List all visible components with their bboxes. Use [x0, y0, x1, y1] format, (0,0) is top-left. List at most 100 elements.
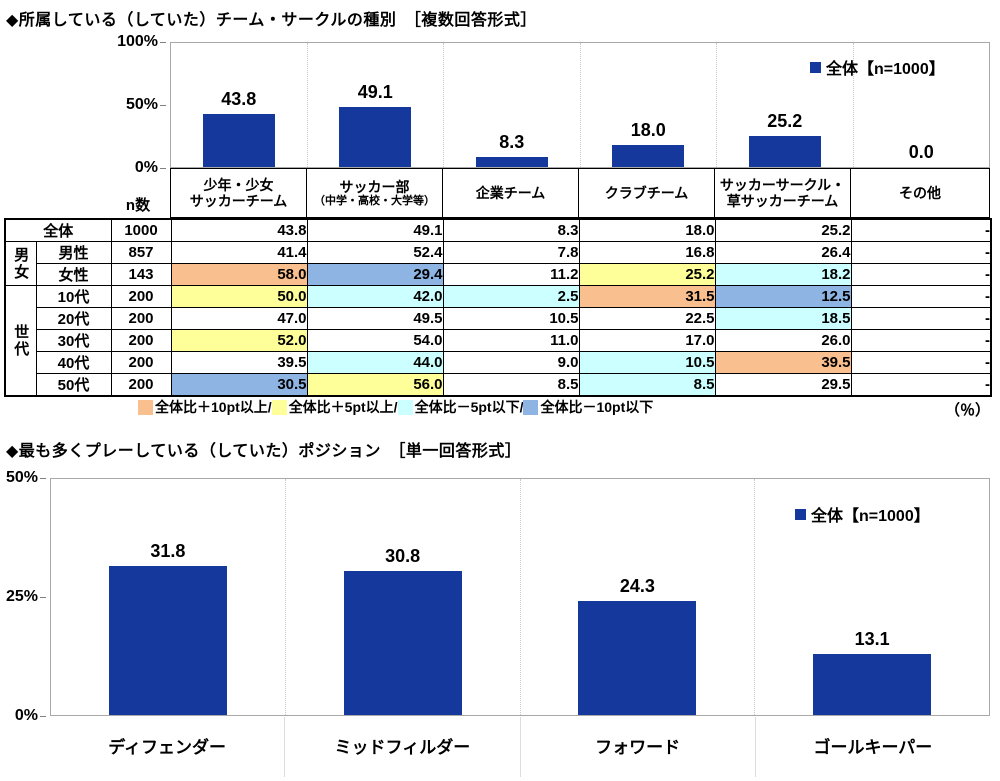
- legend-text: 全体比＋5pt以上/: [288, 399, 398, 415]
- data-cell: 11.2: [442, 263, 580, 286]
- data-cell: 42.0: [306, 285, 444, 308]
- data-cell: 18.0: [578, 218, 716, 242]
- bar: [343, 571, 462, 715]
- legend-swatch: [523, 399, 539, 415]
- y-axis-label: 100%: [117, 33, 158, 50]
- row-label: 10代: [35, 285, 112, 308]
- data-cell: 52.0: [170, 329, 308, 352]
- table-row: 40代 200 39.5 44.0 9.0 10.5 39.5-: [5, 351, 992, 374]
- data-cell: 26.4: [714, 241, 852, 264]
- percent-unit-label: （％）: [944, 402, 990, 419]
- column-header-line: クラブチーム: [604, 185, 689, 201]
- y-axis-label: 50%: [5, 469, 38, 486]
- column-header-line: 草サッカーチーム: [726, 193, 839, 209]
- data-cell: 12.5: [714, 285, 852, 308]
- row-label: 40代: [35, 351, 112, 374]
- bar: [813, 654, 932, 715]
- data-cell: 56.0: [306, 373, 444, 397]
- category-label: ゴールキーパー: [754, 717, 990, 777]
- legend-text: 全体比－5pt以下/: [414, 399, 524, 415]
- legend-swatch: [271, 399, 287, 415]
- table-legend-item: 全体比＋10pt以上/: [138, 397, 272, 417]
- data-cell: -: [850, 241, 992, 264]
- data-cell: -: [850, 373, 992, 397]
- table-header-row: n数 少年・少女 サッカーチーム サッカー部 （中学・高校・大学等） 企業チーム クラブチ…: [0, 168, 1000, 218]
- column-header-line: サッカーサークル・: [719, 177, 846, 193]
- bar-value-label: 31.8: [150, 541, 186, 561]
- y-axis-label: 50%: [125, 96, 158, 113]
- chart-column: 43.8: [171, 43, 307, 167]
- chart-column: 13.1: [754, 479, 989, 715]
- data-cell: 26.0: [714, 329, 852, 352]
- bar: [202, 114, 275, 167]
- table-legend-item: 全体比－10pt以下: [523, 397, 653, 417]
- column-header-line: その他: [899, 185, 941, 201]
- table-row: 30代 200 52.0 54.0 11.0 17.0 26.0-: [5, 329, 992, 352]
- table-row: 女性 143 58.0 29.4 11.2 25.2 18.2-: [5, 263, 992, 286]
- data-cell: 49.5: [306, 307, 444, 330]
- row-group-label: 世代: [4, 285, 37, 397]
- data-cell: -: [850, 218, 992, 242]
- row-label: 30代: [35, 329, 112, 352]
- table-legend-item: 全体比＋5pt以上/: [271, 397, 398, 417]
- column-header-line: 企業チーム: [475, 185, 546, 201]
- data-cell: 41.4: [170, 241, 308, 264]
- bar-value-label: 49.1: [357, 82, 393, 102]
- n-count: 200: [110, 329, 172, 352]
- chart2-legend: 全体【n=1000】: [795, 502, 930, 526]
- n-count: 143: [110, 263, 172, 286]
- column-header: その他: [850, 168, 990, 218]
- data-cell: 22.5: [578, 307, 716, 330]
- data-cell: 39.5: [170, 351, 308, 374]
- column-header: 少年・少女 サッカーチーム: [170, 168, 307, 218]
- data-cell: 49.1: [306, 218, 444, 242]
- data-cell: 58.0: [170, 263, 308, 286]
- bar-value-label: 13.1: [854, 629, 890, 649]
- legend-marker-icon: [810, 61, 821, 73]
- data-cell: 9.0: [442, 351, 580, 374]
- bar-value-label: 30.8: [385, 546, 421, 566]
- y-tick-mark: [40, 478, 46, 479]
- column-header: サッカーサークル・ 草サッカーチーム: [714, 168, 851, 218]
- data-cell: 8.3: [442, 218, 580, 242]
- bar: [108, 566, 227, 715]
- y-axis-label: 0%: [14, 707, 38, 724]
- y-tick-mark: [160, 105, 166, 106]
- data-cell: -: [850, 351, 992, 374]
- bar-value-label: 43.8: [221, 89, 257, 109]
- n-count: 200: [110, 351, 172, 374]
- data-cell: -: [850, 263, 992, 286]
- chart-column: 0.0: [852, 43, 990, 167]
- legend-swatch: [397, 399, 413, 415]
- data-cell: 18.2: [714, 263, 852, 286]
- data-cell: 30.5: [170, 373, 308, 397]
- y-tick-mark: [160, 42, 166, 43]
- data-cell: 8.5: [442, 373, 580, 397]
- bar-value-label: 18.0: [630, 120, 666, 140]
- column-header-line: （中学・高校・大学等）: [314, 194, 435, 207]
- bar: [612, 145, 685, 167]
- legend-marker-icon: [795, 508, 806, 520]
- legend-swatch: [138, 399, 153, 415]
- chart1-legend-label: 全体【n=1000】: [826, 61, 945, 78]
- n-count: 1000: [110, 218, 172, 242]
- data-cell: 2.5: [442, 285, 580, 308]
- bar: [475, 157, 548, 167]
- data-cell: 29.5: [714, 373, 852, 397]
- column-header-line: サッカー部: [339, 178, 410, 195]
- section1-title: ◆所属している（していた）チーム・サークルの種別 ［複数回答形式］: [6, 12, 537, 29]
- chart2-plot-area: 31.8 30.8 24.3 13.1: [50, 478, 990, 716]
- n-count: 200: [110, 373, 172, 397]
- chart1-plot-area: 43.8 49.1 8.3 18.0 25.2 0.0: [170, 42, 990, 168]
- chart-column: 18.0: [579, 43, 717, 167]
- bar-value-label: 0.0: [908, 142, 934, 162]
- y-axis-label: 25%: [5, 588, 38, 605]
- highlight-legend: 全体比＋10pt以上/全体比＋5pt以上/全体比－5pt以下/全体比－10pt以…: [138, 398, 653, 416]
- category-label: ディフェンダー: [108, 738, 227, 757]
- bar: [578, 601, 697, 715]
- chart-column: 49.1: [306, 43, 444, 167]
- n-count: 200: [110, 307, 172, 330]
- data-cell: 16.8: [578, 241, 716, 264]
- data-cell: 25.2: [714, 218, 852, 242]
